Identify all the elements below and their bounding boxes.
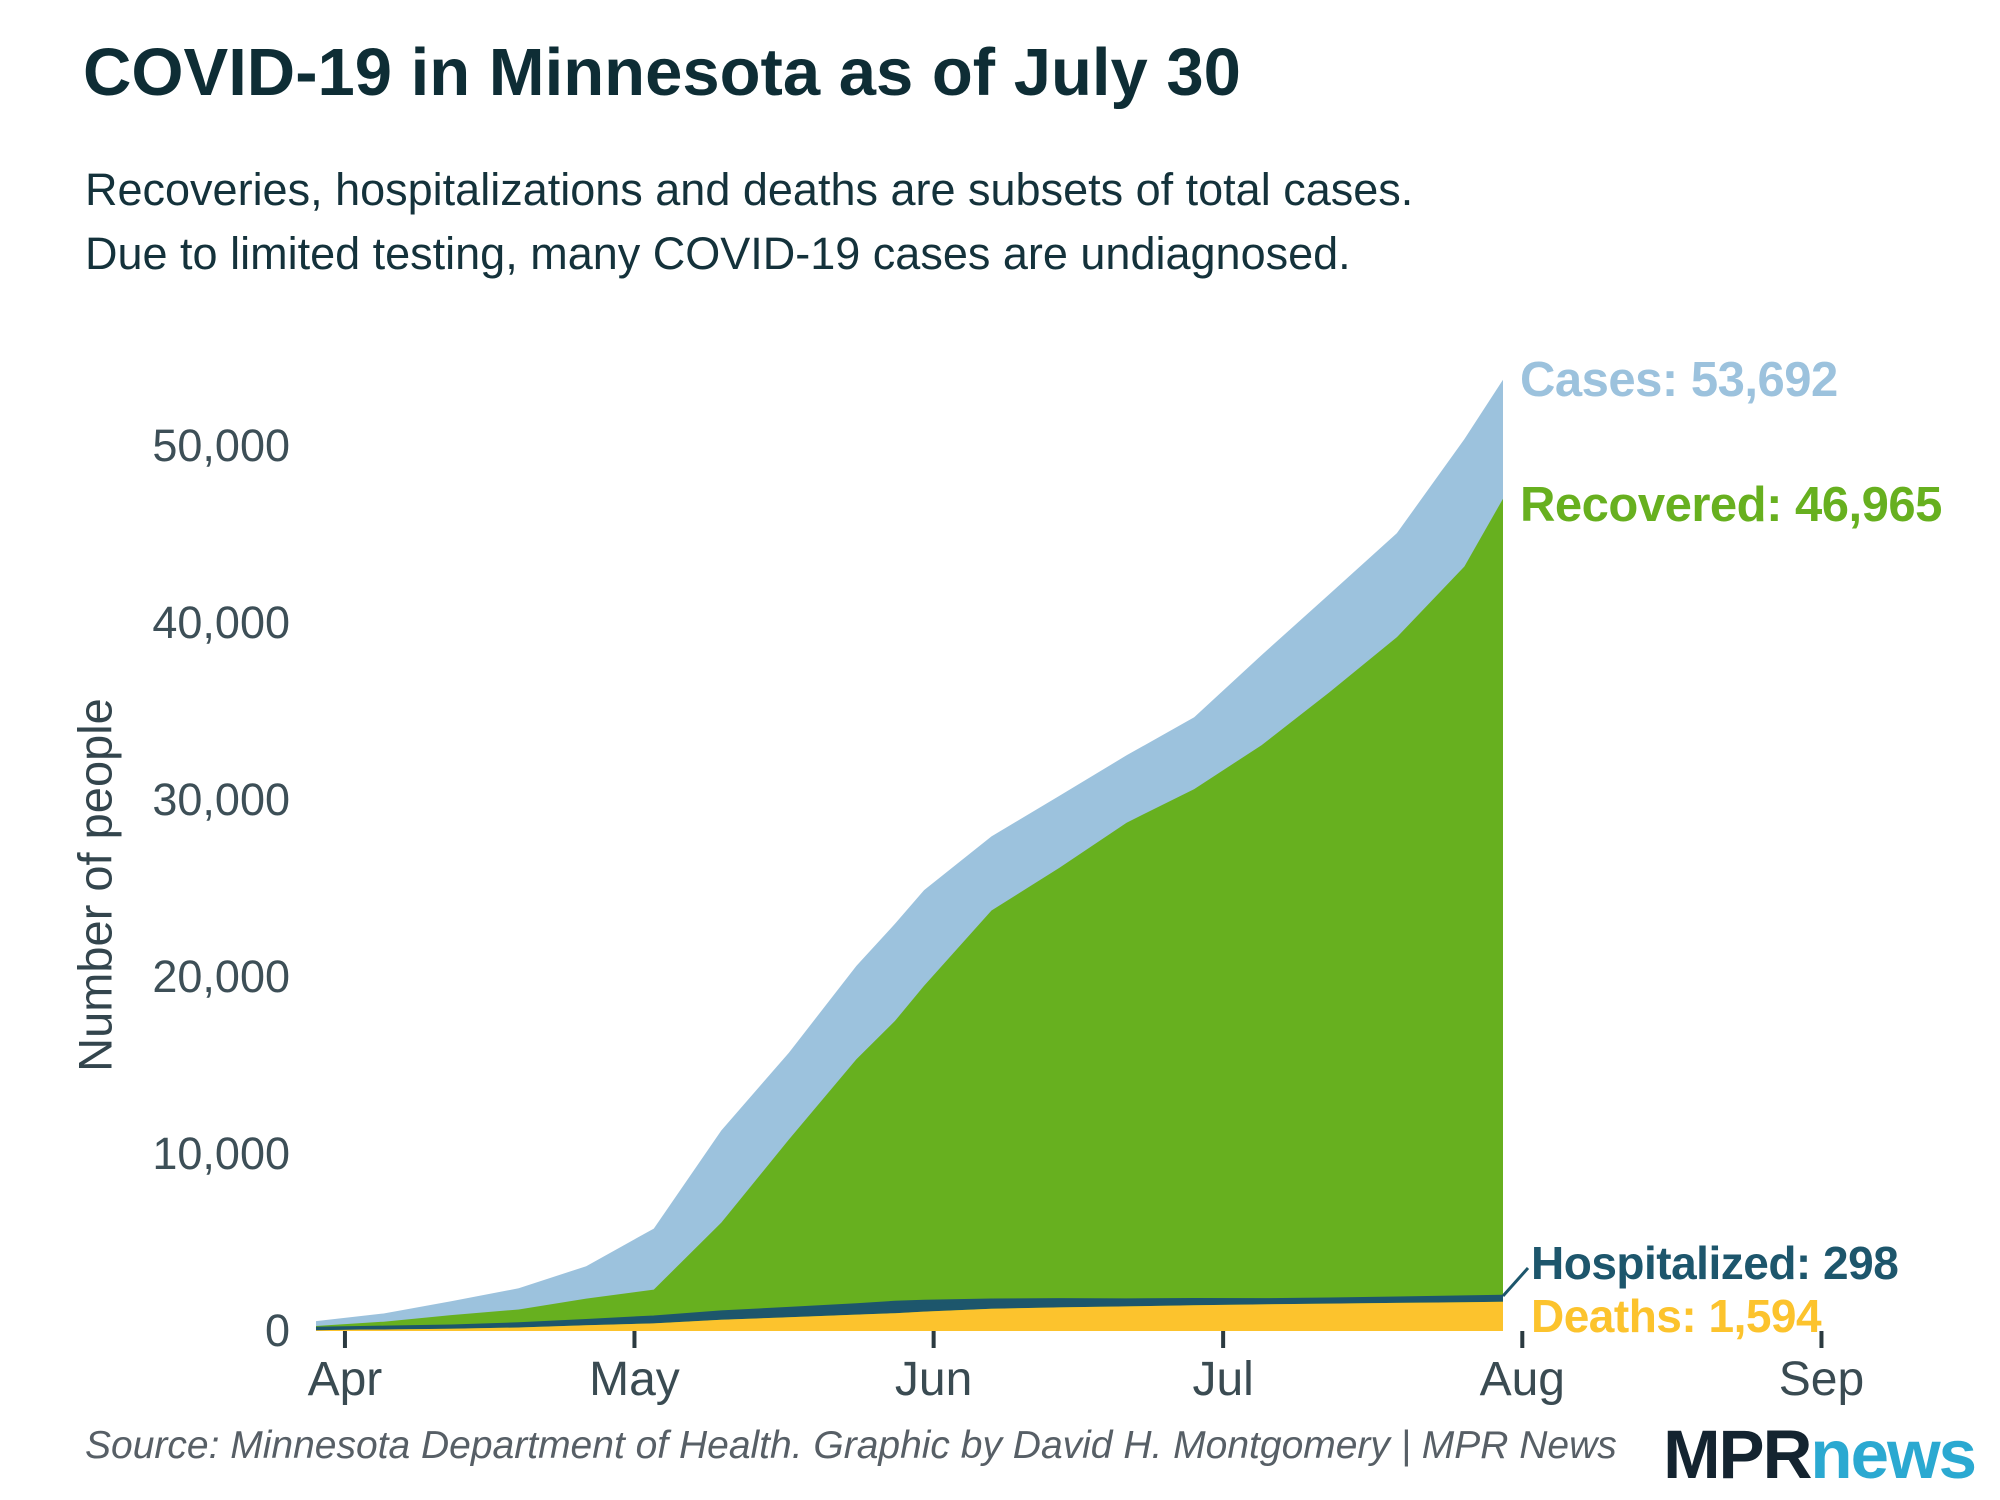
x-tick-label: May: [589, 1353, 680, 1406]
subtitle-line-1: Recoveries, hospitalizations and deaths …: [85, 164, 1414, 215]
hospitalized-value-label: Hospitalized: 298: [1531, 1237, 1899, 1289]
y-tick-label: 0: [264, 1305, 290, 1356]
x-tick-label: Sep: [1778, 1353, 1865, 1406]
y-tick-label: 20,000: [152, 951, 290, 1002]
subtitle-line-2: Due to limited testing, many COVID-19 ca…: [85, 228, 1351, 279]
x-axis-tick-marks: [342, 1331, 1824, 1348]
x-tick-label: Apr: [307, 1353, 383, 1406]
recovered-area: [316, 498, 1503, 1331]
deaths-value-label: Deaths: 1,594: [1531, 1290, 1822, 1342]
y-tick-label: 40,000: [152, 597, 290, 648]
recovered-value-label: Recovered: 46,965: [1520, 477, 1942, 532]
logo-news-text: news: [1810, 1416, 1977, 1493]
y-tick-label: 30,000: [152, 774, 290, 825]
hospitalized-band: [316, 1296, 1503, 1330]
source-attribution: Source: Minnesota Department of Health. …: [85, 1424, 1617, 1467]
x-tick-label: Jul: [1192, 1353, 1254, 1406]
y-axis-title: Number of people: [68, 698, 122, 1072]
hospitalized-line: [315, 1294, 1504, 1331]
chart-subtitle: Recoveries, hospitalizations and deaths …: [85, 158, 1413, 286]
y-tick-label: 50,000: [152, 420, 290, 471]
mpr-news-logo: MPRnews: [1663, 1415, 1977, 1494]
y-tick-label: 10,000: [152, 1128, 290, 1179]
x-tick-label: Aug: [1479, 1353, 1565, 1406]
hospitalized-leader-line: [1501, 1267, 1530, 1297]
x-tick-label: Jun: [894, 1353, 973, 1406]
logo-mpr-text: MPR: [1663, 1416, 1812, 1493]
deaths-area: [316, 1301, 1503, 1331]
cases-value-label: Cases: 53,692: [1520, 352, 1838, 407]
page-title: COVID-19 in Minnesota as of July 30: [83, 35, 1241, 110]
